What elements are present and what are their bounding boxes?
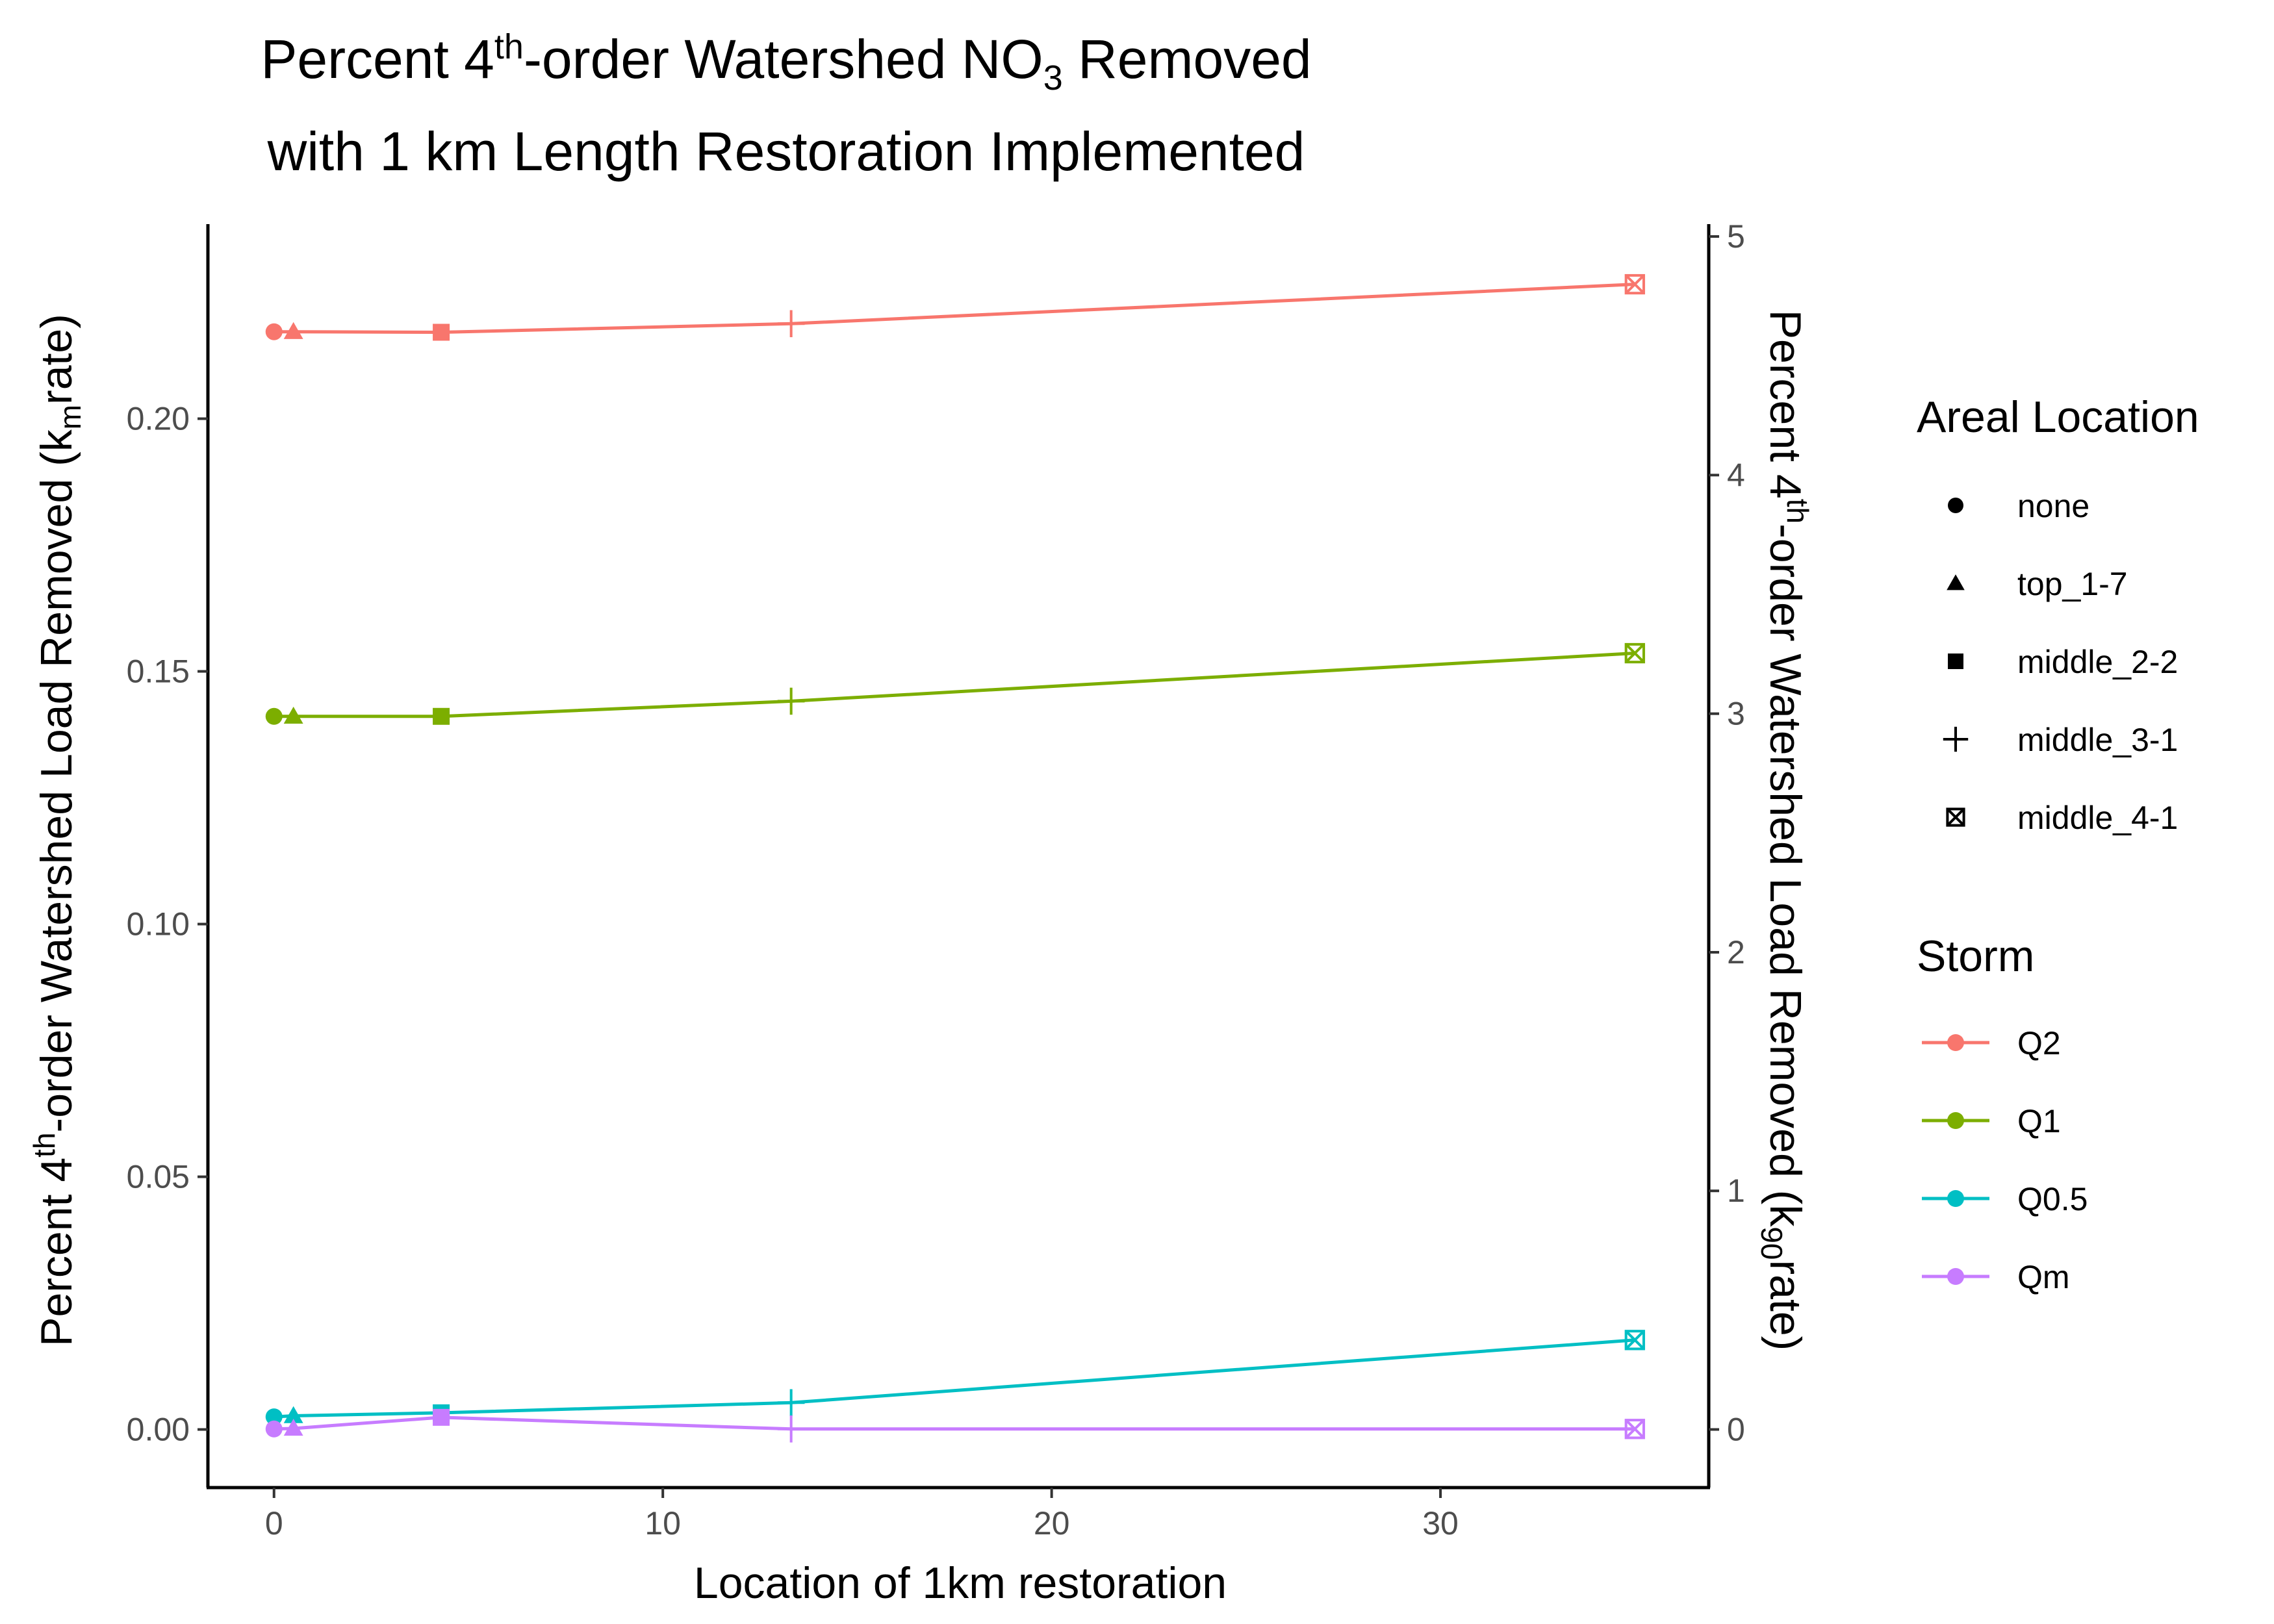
circle-marker	[265, 1408, 283, 1426]
y-left-tick-label: 0.20	[127, 401, 190, 437]
square-marker	[433, 324, 450, 341]
legend-swatch-dot	[1947, 1268, 1964, 1285]
series-line	[274, 283, 1635, 334]
x-tick-label: 20	[1034, 1505, 1070, 1542]
shape-legend-label: middle_4-1	[2017, 800, 2178, 836]
series-line	[274, 1415, 1635, 1431]
shape-legend-item: middle_4-1	[1946, 800, 2178, 836]
series-q0-5	[265, 1330, 1645, 1426]
plus-marker	[777, 687, 805, 715]
x-tick-label: 30	[1422, 1505, 1459, 1542]
legend: Areal Location none top_1-7 middle_2-2middl…	[1917, 392, 2199, 1295]
circle-marker	[265, 707, 283, 725]
plus-marker	[1943, 726, 1969, 752]
shape-legend-label: top_1-7	[2017, 566, 2128, 602]
legend-swatch-dot	[1947, 1190, 1964, 1207]
plus-marker	[777, 310, 805, 338]
y-axis-right-title: Percent 4th-order Watershed Load Removed…	[1755, 310, 1815, 1351]
color-legend-item: Q1	[1922, 1103, 2061, 1139]
y-right-tick-label: 5	[1727, 218, 1745, 255]
circle-marker	[265, 323, 283, 340]
series-qm	[265, 1408, 1645, 1443]
triangle-marker	[1947, 574, 1965, 590]
triangle-marker	[283, 322, 303, 339]
circle-marker	[265, 1420, 283, 1438]
plus-marker	[777, 1415, 805, 1443]
y-left-tick-label: 0.10	[127, 906, 190, 943]
y-left-tick-label: 0.00	[127, 1412, 190, 1448]
title-line-1: Percent 4th-order Watershed NO3 Removed	[261, 27, 1311, 97]
y-right-tick-label: 3	[1727, 696, 1745, 732]
legend-swatch-dot	[1947, 1112, 1964, 1129]
chart-title: Percent 4th-order Watershed NO3 Removed …	[261, 27, 1311, 182]
square-marker	[433, 1408, 450, 1426]
color-legend-item: Qm	[1922, 1259, 2070, 1295]
y-left-tick-label: 0.15	[127, 653, 190, 690]
title-line-2: with 1 km Length Restoration Implemented	[267, 121, 1305, 182]
triangle-marker	[283, 1406, 303, 1423]
shape-legend-label: middle_3-1	[2017, 722, 2178, 758]
boxed-x-marker	[1624, 642, 1645, 664]
y-right-tick-label: 0	[1727, 1412, 1745, 1448]
shape-legend-label: middle_2-2	[2017, 644, 2178, 680]
x-tick-label: 10	[645, 1505, 681, 1542]
shape-legend-item: top_1-7	[1947, 566, 2128, 602]
series-q2	[265, 273, 1645, 341]
series-line	[274, 1338, 1635, 1419]
y-axis-left-title: Percent 4th-order Watershed Load Removed…	[27, 314, 87, 1347]
y-right-tick-label: 4	[1727, 457, 1745, 493]
color-legend-title: Storm	[1917, 932, 2034, 981]
square-marker	[1948, 653, 1963, 669]
y-left-tick-label: 0.05	[127, 1159, 190, 1195]
boxed-x-marker	[1946, 807, 1965, 827]
axes: 0 10 20 30 0.00 0.05 0.10 0.15 0.20 0 1 2 3 4 5	[127, 218, 1745, 1542]
boxed-x-marker	[1624, 273, 1645, 295]
x-axis-title: Location of 1km restoration	[694, 1558, 1227, 1608]
shape-legend-item: middle_3-1	[1943, 722, 2178, 758]
boxed-x-marker	[1624, 1419, 1645, 1440]
y-right-tick-label: 1	[1727, 1173, 1745, 1209]
color-legend-item: Q2	[1922, 1025, 2061, 1061]
legend-swatch-dot	[1947, 1034, 1964, 1051]
shape-legend-title: Areal Location	[1917, 392, 2199, 442]
triangle-marker	[283, 1419, 303, 1436]
square-marker	[433, 707, 450, 725]
series-line	[274, 652, 1635, 718]
color-legend-label: Qm	[2017, 1259, 2070, 1295]
shape-legend-item: middle_2-2	[1948, 644, 2178, 680]
shape-legend-item: none	[1948, 488, 2089, 524]
series-layer	[265, 273, 1645, 1443]
x-tick-label: 0	[265, 1505, 283, 1542]
series-q1	[265, 642, 1645, 725]
color-legend-label: Q0.5	[2017, 1181, 2088, 1217]
shape-legend-label: none	[2017, 488, 2089, 524]
color-legend-label: Q1	[2017, 1103, 2061, 1139]
triangle-marker	[283, 706, 303, 724]
boxed-x-marker	[1624, 1330, 1645, 1351]
color-legend-item: Q0.5	[1922, 1181, 2088, 1217]
color-legend-label: Q2	[2017, 1025, 2061, 1061]
plus-marker	[777, 1389, 805, 1417]
circle-marker	[1948, 498, 1963, 513]
y-right-tick-label: 2	[1727, 934, 1745, 971]
